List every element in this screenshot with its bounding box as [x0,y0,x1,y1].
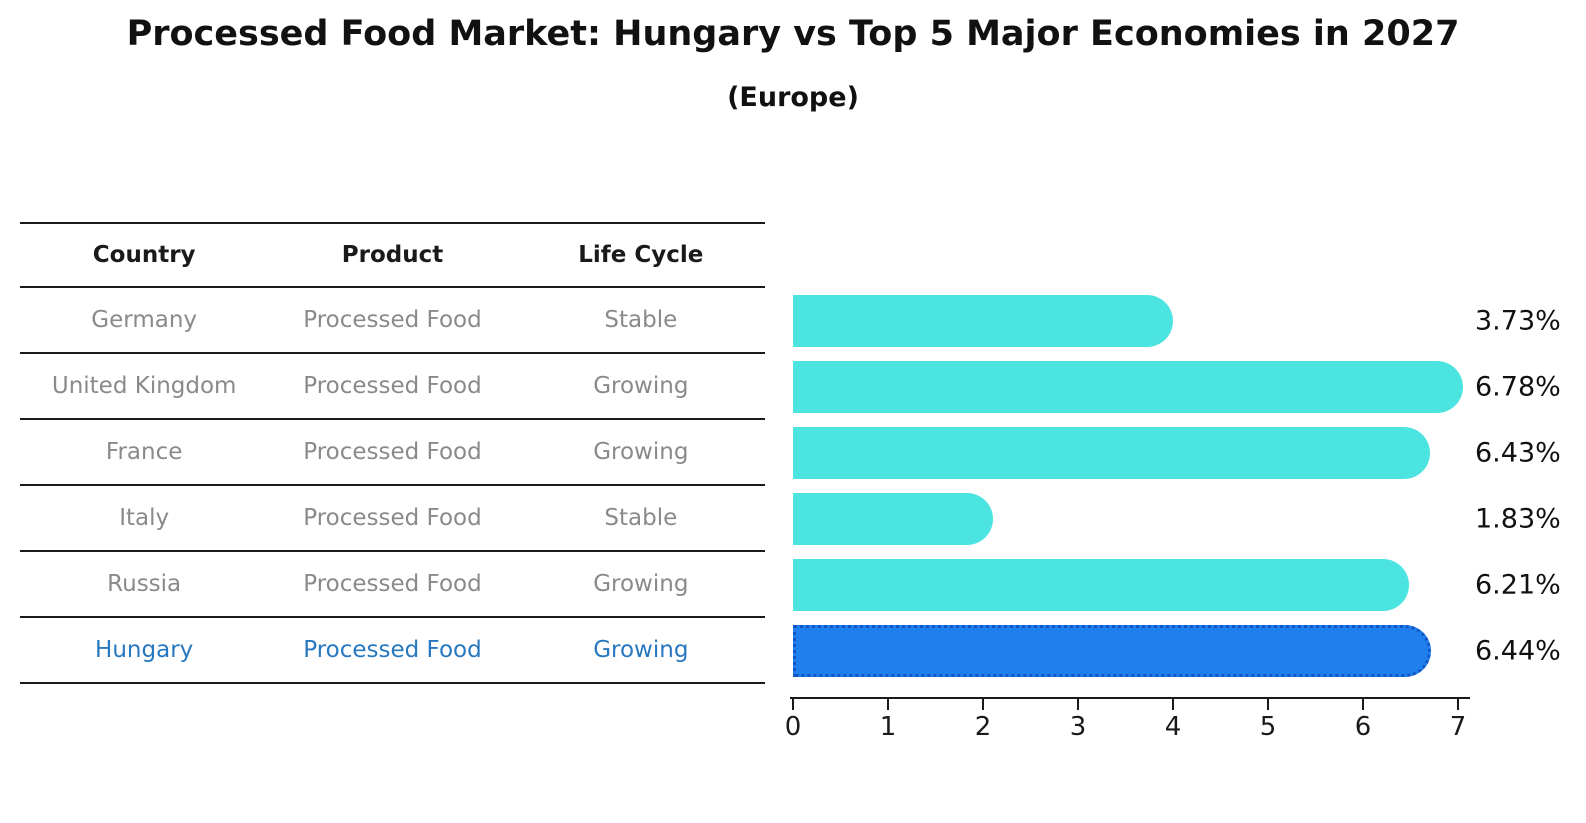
bar-row-united-kingdom: 6.78% [793,354,1561,420]
x-tick: 7 [1450,699,1466,742]
x-tick-label: 6 [1354,712,1372,742]
table-row: United Kingdom Processed Food Growing [20,354,765,420]
cell-country: United Kingdom [51,373,237,399]
x-tick: 5 [1260,699,1276,742]
cell-country: France [105,439,183,465]
bar-row-germany: 3.73% [793,288,1561,354]
chart-subtitle: (Europe) [727,82,859,113]
value-label: 6.78% [1475,371,1561,403]
x-tick: 3 [1070,699,1086,742]
cell-country: Italy [119,505,170,531]
x-tick-label: 0 [784,712,802,742]
cell-country: Russia [107,571,182,597]
data-table: Country Product Life Cycle Germany Proce… [20,222,765,684]
x-tick-label: 4 [1164,712,1182,742]
cell-country: Hungary [95,637,194,663]
cell-life-cycle: Growing [593,571,689,597]
x-tick-label: 3 [1069,712,1087,742]
x-tick: 1 [880,699,896,742]
column-header-country: Country [92,242,196,268]
cell-product: Processed Food [303,637,482,663]
cell-product: Processed Food [303,571,482,597]
bar-row-france: 6.43% [793,420,1561,486]
x-tick: 4 [1165,699,1181,742]
cell-life-cycle: Growing [593,439,689,465]
bar-row-italy: 1.83% [793,486,1561,552]
chart-title: Processed Food Market: Hungary vs Top 5 … [126,14,1460,54]
table-row: Germany Processed Food Stable [20,288,765,354]
bar-row-hungary: 6.44% [793,618,1561,684]
bar-italy [793,493,993,545]
cell-life-cycle: Growing [593,373,689,399]
cell-life-cycle: Growing [593,637,689,663]
bar-germany [793,295,1173,347]
column-header-product: Product [341,242,444,268]
value-label: 6.43% [1475,437,1561,469]
cell-product: Processed Food [303,307,482,333]
value-label: 6.21% [1475,569,1561,601]
table-row: France Processed Food Growing [20,420,765,486]
value-label: 6.44% [1475,635,1561,667]
bar-hungary-highlight [793,625,1431,677]
x-tick-label: 7 [1449,712,1467,742]
bar-france [793,427,1430,479]
x-tick-label: 1 [879,712,897,742]
cell-life-cycle: Stable [604,307,678,333]
bar-russia [793,559,1409,611]
cell-product: Processed Food [303,439,482,465]
cell-product: Processed Food [303,505,482,531]
x-tick-label: 5 [1259,712,1277,742]
x-tick: 2 [975,699,991,742]
x-axis: 0 1 2 3 4 5 6 7 [785,699,1466,759]
table-row: Russia Processed Food Growing [20,552,765,618]
bar-row-russia: 6.21% [793,552,1561,618]
value-label: 3.73% [1475,305,1561,337]
x-axis-line [790,697,1470,699]
value-label: 1.83% [1475,503,1561,535]
cell-product: Processed Food [303,373,482,399]
column-header-life-cycle: Life Cycle [578,242,704,268]
bar-united-kingdom [793,361,1463,413]
x-tick: 0 [785,699,801,742]
cell-country: Germany [91,307,198,333]
table-row: Italy Processed Food Stable [20,486,765,552]
x-tick-label: 2 [974,712,992,742]
table-header-row: Country Product Life Cycle [20,224,765,288]
cell-life-cycle: Stable [604,505,678,531]
bar-plot: 3.73% 6.78% 6.43% 1.83% 6.21% 6.44% [793,288,1561,684]
table-row-hungary: Hungary Processed Food Growing [20,618,765,684]
x-tick: 6 [1355,699,1371,742]
